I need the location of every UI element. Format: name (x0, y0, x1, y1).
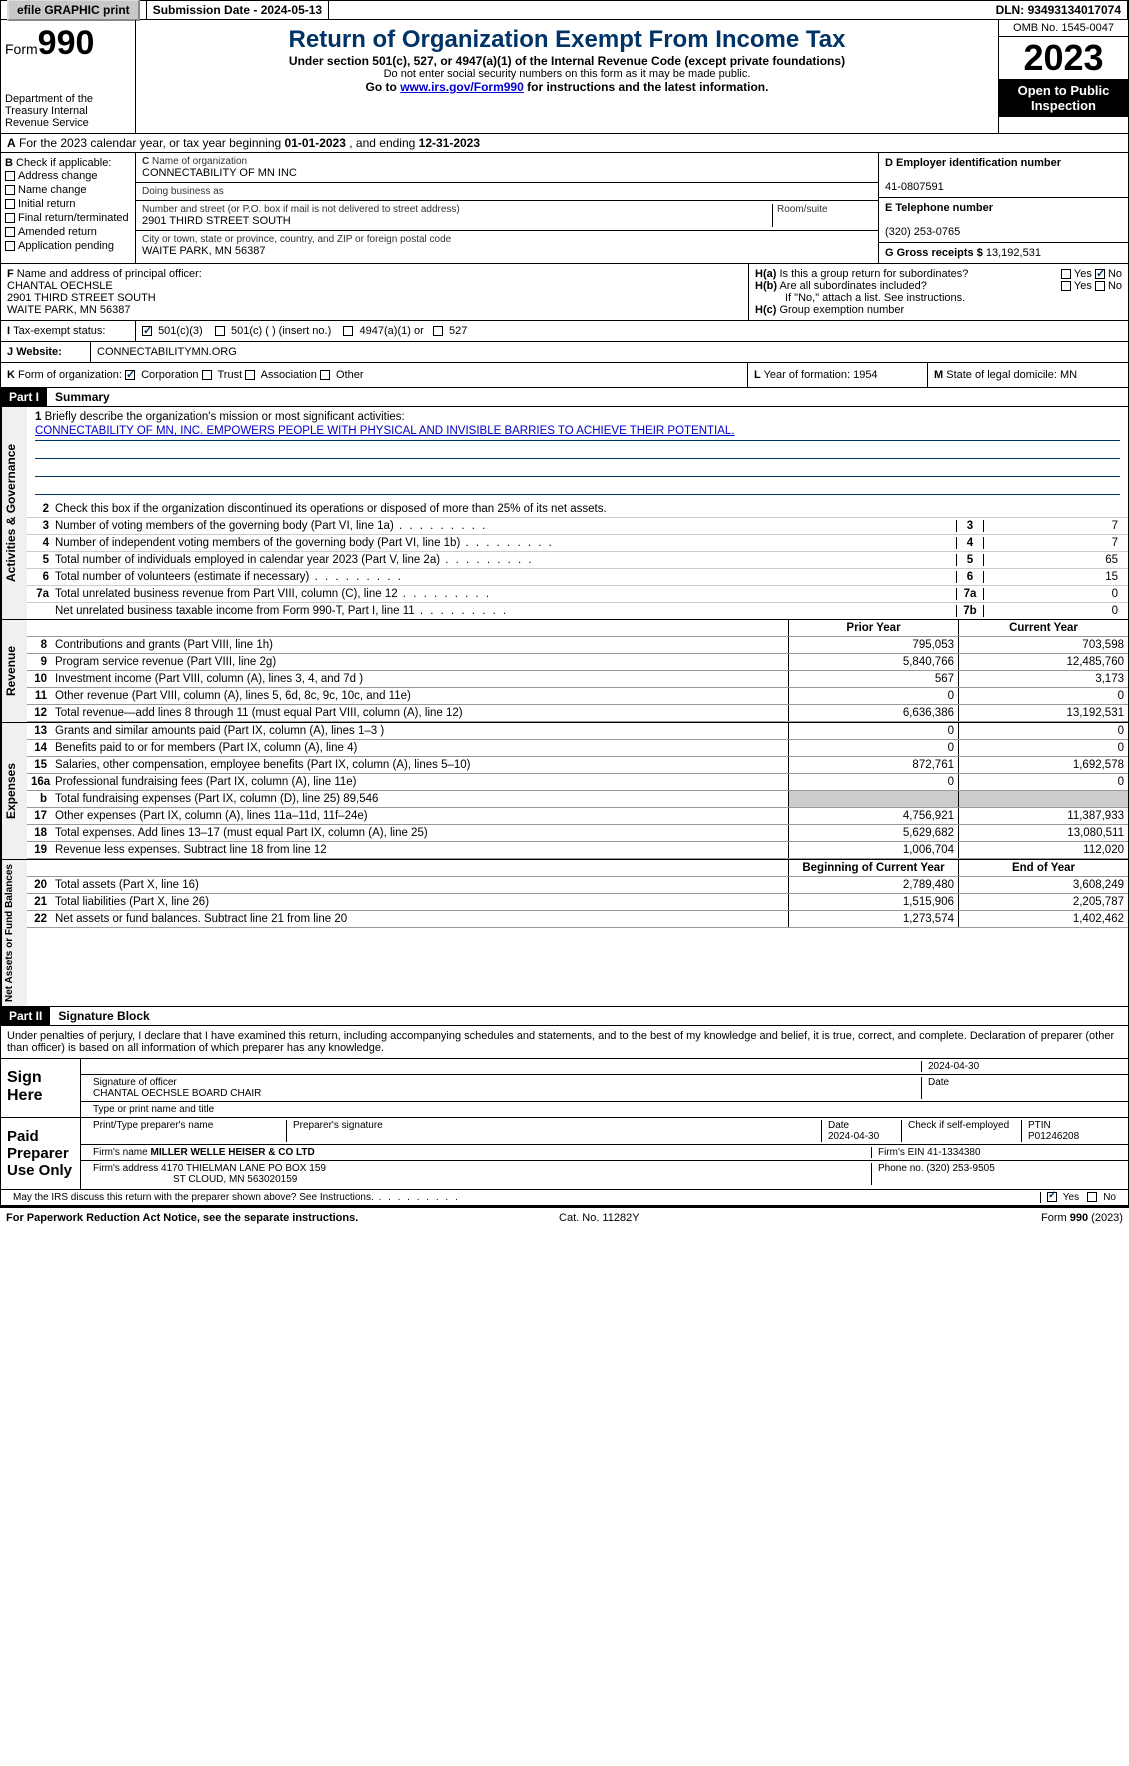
omb-number: OMB No. 1545-0047 (999, 20, 1128, 37)
line-6: 6Total number of volunteers (estimate if… (27, 569, 1128, 586)
line-4: 4Number of independent voting members of… (27, 535, 1128, 552)
checkbox-corporation[interactable] (125, 370, 135, 380)
part-1-header: Part I Summary (0, 388, 1129, 407)
line-2: 2Check this box if the organization disc… (27, 501, 1128, 518)
form-title: Return of Organization Exempt From Incom… (142, 26, 992, 54)
gross-receipts-block: G Gross receipts $ 13,192,531 (879, 243, 1128, 263)
checkbox-527[interactable] (433, 326, 443, 336)
checkbox-4947[interactable] (343, 326, 353, 336)
vtab-revenue: Revenue (1, 620, 27, 722)
checkbox-application-pending[interactable] (5, 241, 15, 251)
phone-block: E Telephone number (320) 253-0765 (879, 198, 1128, 243)
mission-block: 1 Briefly describe the organization's mi… (27, 407, 1128, 501)
efile-print-button[interactable]: efile GRAPHIC print (7, 0, 140, 21)
netasset-row: 20Total assets (Part X, line 16)2,789,48… (27, 877, 1128, 894)
org-name-block: C Name of organization CONNECTABILITY OF… (136, 153, 878, 183)
part-2-header: Part II Signature Block (0, 1007, 1129, 1026)
vtab-expenses: Expenses (1, 723, 27, 859)
dln: DLN: 93493134017074 (990, 1, 1128, 19)
checkbox-trust[interactable] (202, 370, 212, 380)
section-a-tax-year: A For the 2023 calendar year, or tax yea… (0, 134, 1129, 153)
box-b-checkboxes: B Check if applicable: Address change Na… (1, 153, 136, 263)
city-block: City or town, state or province, country… (136, 231, 878, 260)
revenue-header: Prior Year Current Year (27, 620, 1128, 637)
irs-link[interactable]: www.irs.gov/Form990 (400, 80, 524, 94)
discuss-with-preparer: May the IRS discuss this return with the… (1, 1189, 1128, 1205)
revenue-row: 8Contributions and grants (Part VIII, li… (27, 637, 1128, 654)
checkbox-501c3[interactable] (142, 326, 152, 336)
netasset-row: 22Net assets or fund balances. Subtract … (27, 911, 1128, 928)
revenue-row: 9Program service revenue (Part VIII, lin… (27, 654, 1128, 671)
vtab-governance: Activities & Governance (1, 407, 27, 619)
checkbox-final-return[interactable] (5, 213, 15, 223)
expense-row: 13Grants and similar amounts paid (Part … (27, 723, 1128, 740)
ein-block: D Employer identification number 41-0807… (879, 153, 1128, 198)
group-return-block: H(a) Is this a group return for subordin… (748, 264, 1128, 320)
top-bar: efile GRAPHIC print Submission Date - 20… (0, 0, 1129, 20)
perjury-declaration: Under penalties of perjury, I declare th… (1, 1026, 1128, 1058)
website-row: J Website: CONNECTABILITYMN.ORG (0, 342, 1129, 363)
revenue-row: 12Total revenue—add lines 8 through 11 (… (27, 705, 1128, 722)
revenue-row: 10Investment income (Part VIII, column (… (27, 671, 1128, 688)
form-of-org-row: K Form of organization: Corporation Trus… (0, 363, 1129, 388)
form-header: Form990 Department of the Treasury Inter… (0, 20, 1129, 134)
checkbox-name-change[interactable] (5, 185, 15, 195)
vtab-netassets: Net Assets or Fund Balances (1, 860, 27, 1006)
street-block: Number and street (or P.O. box if mail i… (136, 201, 878, 231)
checkbox-initial-return[interactable] (5, 199, 15, 209)
checkbox-other[interactable] (320, 370, 330, 380)
checkbox-ha-no[interactable] (1095, 269, 1105, 279)
tax-year: 2023 (999, 37, 1128, 79)
expense-row: 17Other expenses (Part IX, column (A), l… (27, 808, 1128, 825)
form-subtitle-2: Do not enter social security numbers on … (142, 68, 992, 80)
checkbox-discuss-yes[interactable] (1047, 1192, 1057, 1202)
line-7b: Net unrelated business taxable income fr… (27, 603, 1128, 619)
form-instructions-link-line: Go to www.irs.gov/Form990 for instructio… (142, 80, 992, 94)
netasset-row: 21Total liabilities (Part X, line 26)1,5… (27, 894, 1128, 911)
expense-row: 18Total expenses. Add lines 13–17 (must … (27, 825, 1128, 842)
line-5: 5Total number of individuals employed in… (27, 552, 1128, 569)
expense-row: 16aProfessional fundraising fees (Part I… (27, 774, 1128, 791)
checkbox-discuss-no[interactable] (1087, 1192, 1097, 1202)
principal-officer: F Name and address of principal officer:… (1, 264, 748, 320)
paid-preparer-label: Paid Preparer Use Only (1, 1118, 81, 1189)
line-7a: 7aTotal unrelated business revenue from … (27, 586, 1128, 603)
checkbox-association[interactable] (245, 370, 255, 380)
expense-row: 19Revenue less expenses. Subtract line 1… (27, 842, 1128, 859)
form-number: Form990 (5, 24, 131, 63)
dept-treasury: Department of the Treasury Internal Reve… (5, 93, 131, 129)
checkbox-hb-yes[interactable] (1061, 281, 1071, 291)
mission-text[interactable]: CONNECTABILITY OF MN, INC. EMPOWERS PEOP… (35, 425, 735, 437)
sign-here-label: Sign Here (1, 1059, 81, 1117)
netassets-header: Beginning of Current Year End of Year (27, 860, 1128, 877)
dba-block: Doing business as (136, 183, 878, 201)
submission-date: Submission Date - 2024-05-13 (147, 1, 329, 19)
expense-row: 14Benefits paid to or for members (Part … (27, 740, 1128, 757)
expense-row: bTotal fundraising expenses (Part IX, co… (27, 791, 1128, 808)
checkbox-address-change[interactable] (5, 171, 15, 181)
checkbox-hb-no[interactable] (1095, 281, 1105, 291)
revenue-row: 11Other revenue (Part VIII, column (A), … (27, 688, 1128, 705)
checkbox-501c[interactable] (215, 326, 225, 336)
tax-exempt-status: I Tax-exempt status: 501(c)(3) 501(c) ( … (0, 321, 1129, 342)
checkbox-amended-return[interactable] (5, 227, 15, 237)
open-to-public: Open to Public Inspection (999, 79, 1128, 117)
expense-row: 15Salaries, other compensation, employee… (27, 757, 1128, 774)
line-3: 3Number of voting members of the governi… (27, 518, 1128, 535)
checkbox-ha-yes[interactable] (1061, 269, 1071, 279)
page-footer: For Paperwork Reduction Act Notice, see … (0, 1206, 1129, 1228)
form-subtitle-1: Under section 501(c), 527, or 4947(a)(1)… (142, 54, 992, 68)
